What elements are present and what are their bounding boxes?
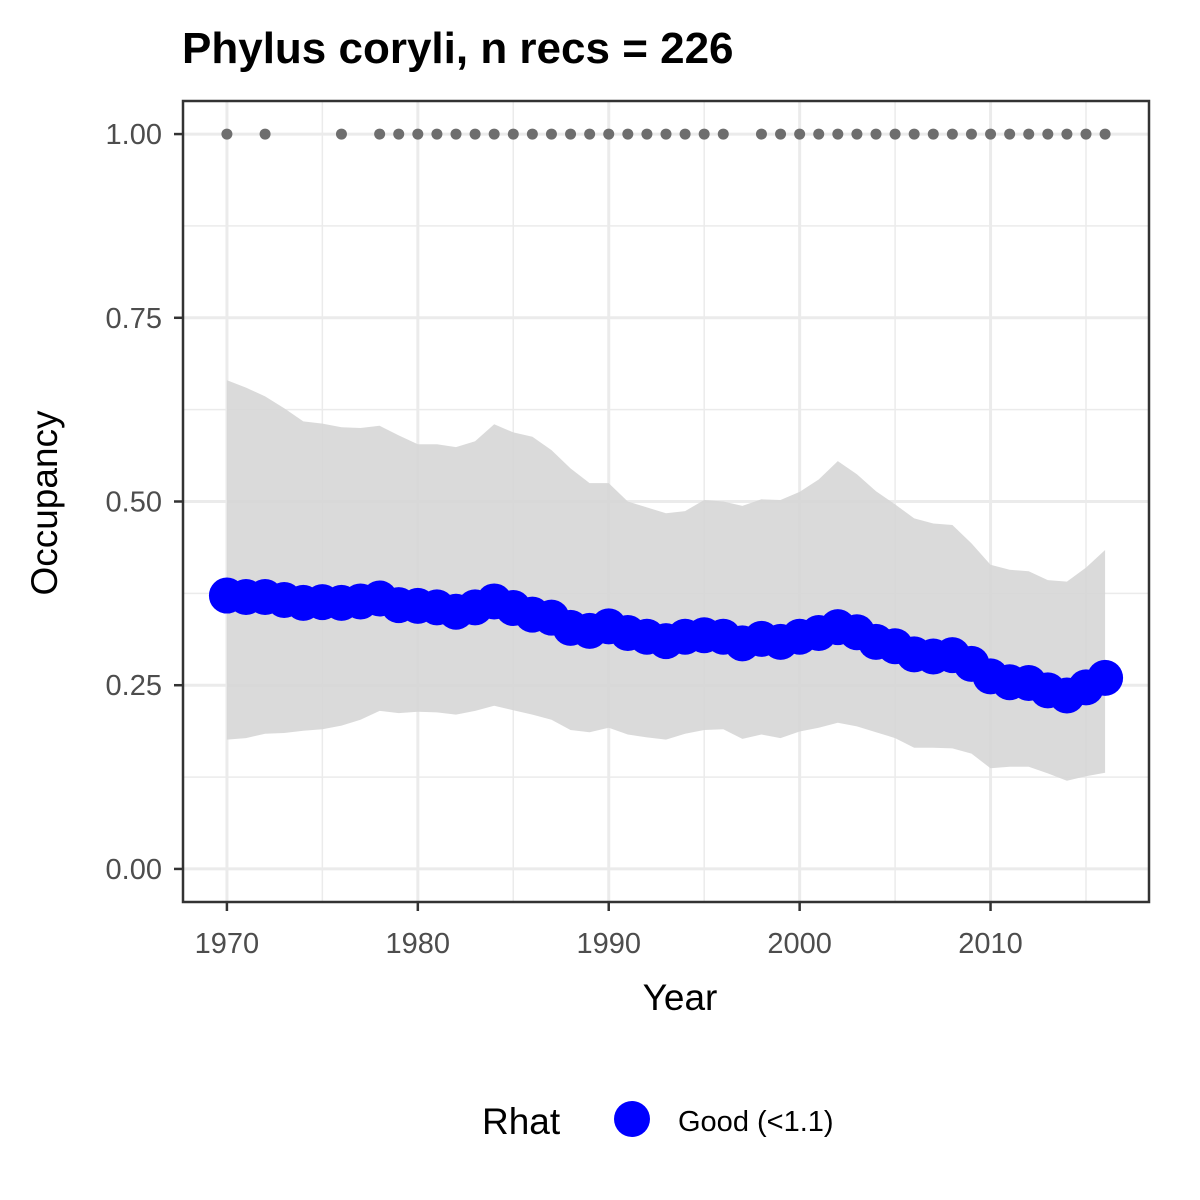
record-point — [679, 128, 691, 140]
x-tick-label: 2010 — [958, 928, 1023, 960]
record-point — [641, 128, 653, 140]
y-axis-title: Occupancy — [24, 410, 65, 596]
record-points — [221, 128, 1111, 140]
record-point — [221, 128, 233, 140]
record-point — [985, 128, 997, 140]
confidence-ribbon — [226, 380, 1106, 781]
record-point — [412, 128, 424, 140]
record-point — [393, 128, 405, 140]
record-point — [526, 128, 538, 140]
record-point — [507, 128, 519, 140]
record-point — [1099, 128, 1111, 140]
x-tick-label: 1980 — [386, 928, 451, 960]
record-point — [431, 128, 443, 140]
x-tick-label: 1970 — [195, 928, 260, 960]
x-axis: 1970 1980 1990 2000 2010 — [195, 902, 1023, 960]
record-point — [603, 128, 615, 140]
record-point — [660, 128, 672, 140]
legend-swatch-good — [614, 1101, 650, 1137]
record-point — [335, 128, 347, 140]
occupancy-point — [1087, 659, 1124, 696]
record-point — [813, 128, 825, 140]
record-point — [1042, 128, 1054, 140]
y-tick-label: 0.50 — [106, 487, 162, 519]
occupancy-series — [208, 577, 1124, 714]
record-point — [851, 128, 863, 140]
y-tick-label: 0.25 — [106, 670, 162, 702]
record-point — [794, 128, 806, 140]
y-tick-label: 0.00 — [106, 854, 162, 886]
y-tick-label: 1.00 — [106, 119, 162, 151]
record-point — [374, 128, 386, 140]
chart-title: Phylus coryli, n recs = 226 — [182, 24, 734, 73]
record-point — [908, 128, 920, 140]
record-point — [488, 128, 500, 140]
record-point — [927, 128, 939, 140]
record-point — [889, 128, 901, 140]
record-point — [1023, 128, 1035, 140]
legend-label-good: Good (<1.1) — [678, 1106, 834, 1138]
record-point — [1080, 128, 1092, 140]
record-point — [775, 128, 787, 140]
y-tick-label: 0.75 — [106, 303, 162, 335]
record-point — [622, 128, 634, 140]
record-point — [832, 128, 844, 140]
record-point — [755, 128, 767, 140]
x-tick-label: 2000 — [767, 928, 832, 960]
record-point — [259, 128, 271, 140]
record-point — [965, 128, 977, 140]
legend: Rhat Good (<1.1) — [482, 1101, 834, 1142]
legend-title: Rhat — [482, 1101, 561, 1142]
record-point — [717, 128, 729, 140]
record-point — [545, 128, 557, 140]
y-axis: 0.00 0.25 0.50 0.75 1.00 — [106, 119, 183, 886]
x-tick-label: 1990 — [576, 928, 641, 960]
record-point — [1004, 128, 1016, 140]
record-point — [698, 128, 710, 140]
record-point — [450, 128, 462, 140]
record-point — [584, 128, 596, 140]
record-point — [870, 128, 882, 140]
record-point — [565, 128, 577, 140]
x-axis-title: Year — [643, 977, 718, 1018]
record-point — [946, 128, 958, 140]
record-point — [1061, 128, 1073, 140]
record-point — [469, 128, 481, 140]
